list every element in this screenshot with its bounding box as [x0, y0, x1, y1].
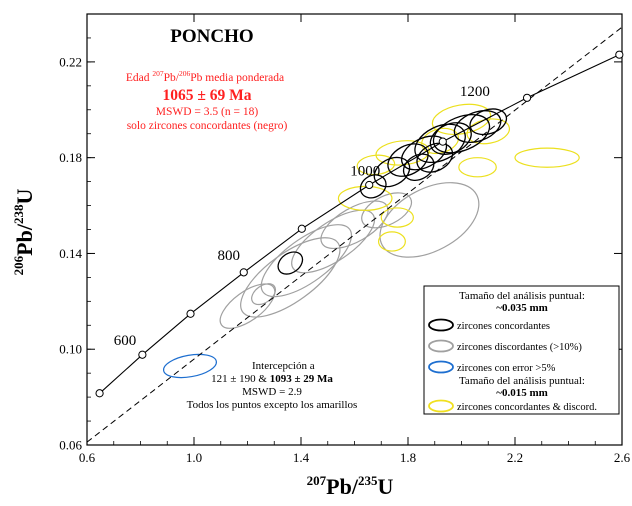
legend-size-1: ~0.035 mm	[496, 302, 548, 314]
chart-title: PONCHO	[170, 26, 253, 47]
discordant-ellipse-2	[260, 224, 353, 298]
y-tick-label-1: 0.10	[59, 342, 82, 357]
discordant-ellipse-4	[291, 209, 376, 274]
discordant-ellipse-3	[219, 283, 276, 329]
weighted-mean-age: 1065 ± 69 Ma	[162, 87, 251, 104]
concordia-age-marker-8	[522, 93, 532, 102]
discordant-ellipse-8	[251, 283, 277, 306]
concordia-age-marker-6	[365, 180, 374, 190]
yellow-ellipse-2	[380, 207, 414, 228]
concordia-age-marker-1	[95, 389, 104, 398]
error-ellipse-1	[162, 353, 217, 379]
concordia-age-marker-2	[138, 350, 147, 359]
yellow-ellipse-6	[458, 157, 497, 178]
concordia-age-label-1000: 1000	[350, 164, 380, 180]
x-tick-label-3: 1.8	[400, 450, 416, 465]
concordant-ellipse-8	[432, 114, 491, 154]
yellow-ellipse-8	[431, 103, 492, 135]
legend-entries-group-1: zircones concordantes zircones discordant…	[428, 318, 582, 374]
yellow-ellipse-3	[377, 231, 406, 252]
x-tick-label-0: 0.6	[79, 450, 96, 465]
y-tick-label-0: 0.06	[59, 438, 82, 453]
intercept-annotation: Intercepción a 121 ± 190 & 1093 ± 29 Ma …	[187, 360, 358, 411]
discordant-ellipse-6	[379, 182, 480, 258]
legend-label-1: zircones concordantes	[457, 321, 550, 332]
concordia-age-marker-4	[239, 268, 248, 277]
concordia-age-marker-9	[615, 50, 624, 59]
intercept-line1: Intercepción a	[252, 360, 315, 372]
discordia-line	[86, 26, 623, 443]
x-tick-label-4: 2.2	[507, 450, 523, 465]
x-tick-label-5: 2.6	[614, 450, 631, 465]
yellow-ellipse-1	[337, 185, 393, 211]
legend-label-2: zircones discordantes (>10%)	[457, 342, 582, 353]
legend-label-1: zircones concordantes & discord.	[457, 402, 597, 413]
legend-header-1: Tamaño del análisis puntual:	[459, 290, 585, 302]
weighted-mean-annotation: Edad 207Pb/206Pb media ponderada 1065 ± …	[126, 69, 288, 132]
legend-header-2: Tamaño del análisis puntual:	[459, 375, 585, 387]
legend-box	[423, 285, 620, 415]
concordia-age-marker-3	[186, 309, 195, 318]
y-tick-label-4: 0.22	[59, 54, 82, 69]
axes-layer: 0.6 1.0 1.4 1.8 2.2 2.6 0.06 0.10 0.14 0.18 0.22	[59, 13, 631, 465]
legend-size-2: ~0.015 mm	[496, 387, 548, 399]
legend-label-3: zircones con error >5%	[457, 363, 556, 374]
weighted-mean-line1: Edad 207Pb/206Pb media ponderada	[126, 69, 284, 84]
intercept-note: Todos los puntos excepto los amarillos	[187, 399, 358, 411]
yellow-ellipse-7	[514, 147, 580, 168]
concordant-ellipse-12	[416, 142, 454, 173]
x-tick-label-2: 1.4	[293, 450, 310, 465]
legend-swatch-1	[428, 318, 454, 332]
y-tick-label-2: 0.14	[59, 246, 82, 261]
concordant-ellipse-2	[359, 174, 387, 199]
legend-entries-group-2: zircones concordantes & discord.	[428, 399, 597, 413]
legend: Tamaño del análisis puntual: ~0.035 mm z…	[423, 285, 620, 415]
concordant-ellipse-1	[277, 251, 304, 275]
concordant-ellipse-11	[402, 153, 435, 182]
intercept-mswd: MSWD = 2.9	[242, 386, 302, 398]
concordia-age-label-1200: 1200	[460, 84, 490, 100]
concordia-age-label-800: 800	[218, 248, 241, 264]
weighted-mean-note: solo zircones concordantes (negro)	[127, 120, 288, 132]
discordant-ellipse-7	[361, 192, 413, 229]
legend-swatch-1	[428, 399, 454, 413]
y-tick-label-3: 0.18	[59, 150, 82, 165]
intercept-line2: 121 ± 190 & 1093 ± 29 Ma	[211, 373, 333, 385]
x-axis-label: 207Pb/235U	[307, 473, 394, 499]
line-layer: 600 800 1000 1200	[86, 26, 624, 443]
x-tick-label-1: 1.0	[186, 450, 202, 465]
legend-swatch-3	[428, 360, 454, 374]
weighted-mean-mswd: MSWD = 3.5 (n = 18)	[156, 106, 259, 118]
concordia-age-marker-7	[438, 137, 447, 146]
legend-swatch-2	[428, 339, 454, 353]
concordant-ellipse-7	[429, 122, 472, 155]
concordia-age-marker-5	[297, 224, 306, 233]
concordia-age-label-600: 600	[114, 333, 137, 349]
concordant-ellipse-4	[387, 143, 429, 177]
y-axis-label: 206Pb/238U	[11, 189, 37, 276]
